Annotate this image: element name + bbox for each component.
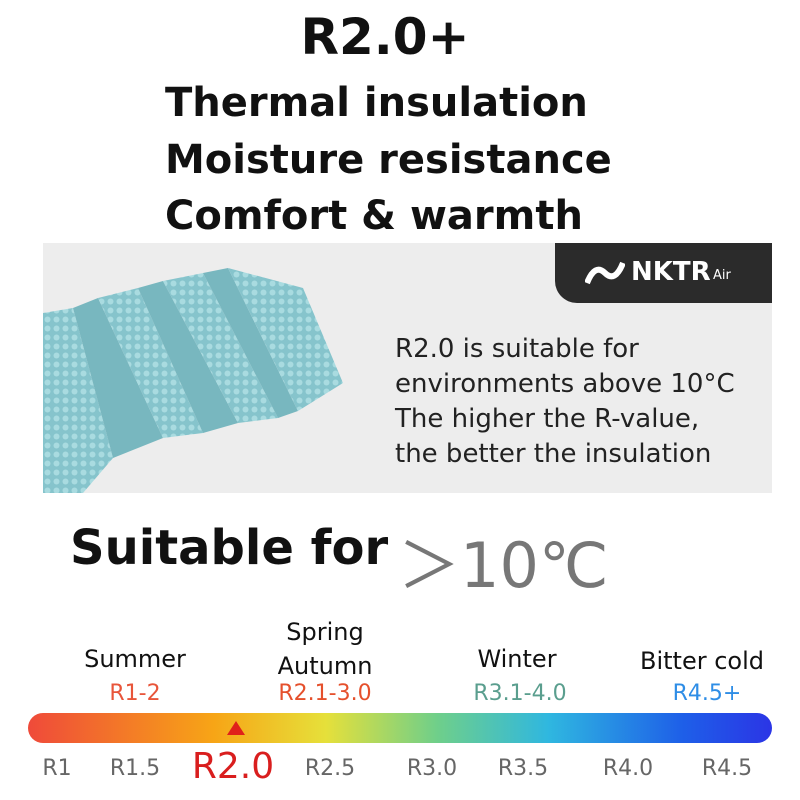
- banner: NKTR Air R2.0 is suitable for environmen…: [43, 243, 772, 493]
- feature: Comfort & warmth: [165, 193, 583, 239]
- season-name: Bitter cold: [640, 647, 764, 675]
- tick-label: R3.0: [406, 756, 458, 781]
- season-name: Summer: [84, 645, 186, 673]
- tick-label: R4.5: [701, 756, 753, 781]
- season-name: Spring Autumn: [277, 618, 373, 680]
- gradient-bar: [28, 713, 772, 743]
- season-range: R3.1-4.0: [473, 681, 567, 706]
- feature: Thermal insulation: [165, 80, 588, 126]
- season-name: Winter: [477, 645, 557, 673]
- tick-label: R3.5: [497, 756, 549, 781]
- logo-mark: [585, 261, 625, 285]
- season-range: R2.1-3.0: [278, 681, 372, 706]
- mat-illustration: [43, 268, 343, 493]
- brand: NKTR: [631, 257, 711, 287]
- logo: NKTR Air: [555, 243, 772, 303]
- tick-label: R1.5: [109, 756, 161, 781]
- title: R2.0+: [300, 8, 470, 66]
- description: environments above 10°C: [395, 369, 735, 399]
- feature: Moisture resistance: [165, 137, 612, 183]
- season-range: R1-2: [109, 681, 161, 706]
- tick-label: R2.5: [304, 756, 356, 781]
- tick-label: R2.0: [191, 746, 275, 787]
- tick-label: R4.0: [602, 756, 654, 781]
- suitable-value: ＞10℃: [398, 529, 609, 602]
- suitable-label: Suitable for: [70, 520, 389, 576]
- description: R2.0 is suitable for: [395, 334, 639, 364]
- brand-suffix: Air: [713, 268, 731, 283]
- description: The higher the R-value,: [395, 404, 700, 434]
- tick-label: R1: [42, 756, 72, 781]
- marker: [227, 721, 245, 735]
- season-range: R4.5+: [672, 681, 742, 706]
- description: the better the insulation: [395, 439, 712, 469]
